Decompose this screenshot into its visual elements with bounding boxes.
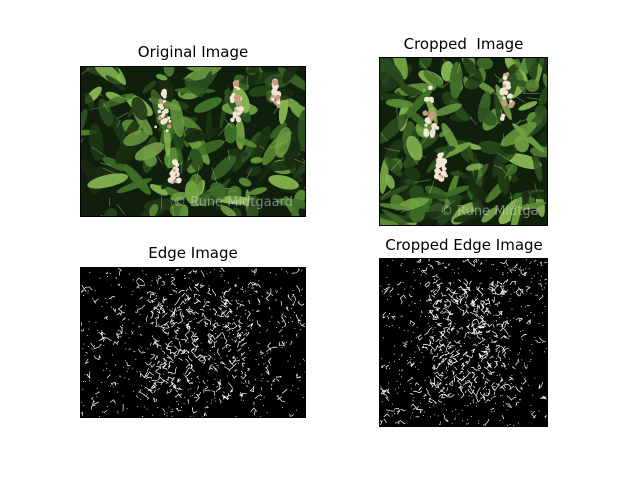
original-watermark: © Rune Midtgaard: [173, 195, 293, 210]
cropped-edge-image: [379, 258, 548, 427]
original-photo-graphic: [81, 67, 305, 216]
edge-graphic: [81, 268, 305, 417]
cropped-edge-graphic: [380, 259, 547, 426]
original-image-title: Original Image: [137, 43, 249, 61]
cropped-image: © Rune Midtga: [379, 57, 548, 226]
original-image: © Rune Midtgaard: [80, 66, 306, 217]
edge-image: [80, 267, 306, 418]
cropped-photo-graphic: [380, 58, 547, 225]
cropped-watermark: © Rune Midtga: [440, 204, 539, 219]
cropped-edge-image-title: Cropped Edge Image: [385, 236, 543, 254]
edge-image-title: Edge Image: [148, 244, 238, 262]
cropped-image-title: Cropped Image: [403, 35, 524, 53]
